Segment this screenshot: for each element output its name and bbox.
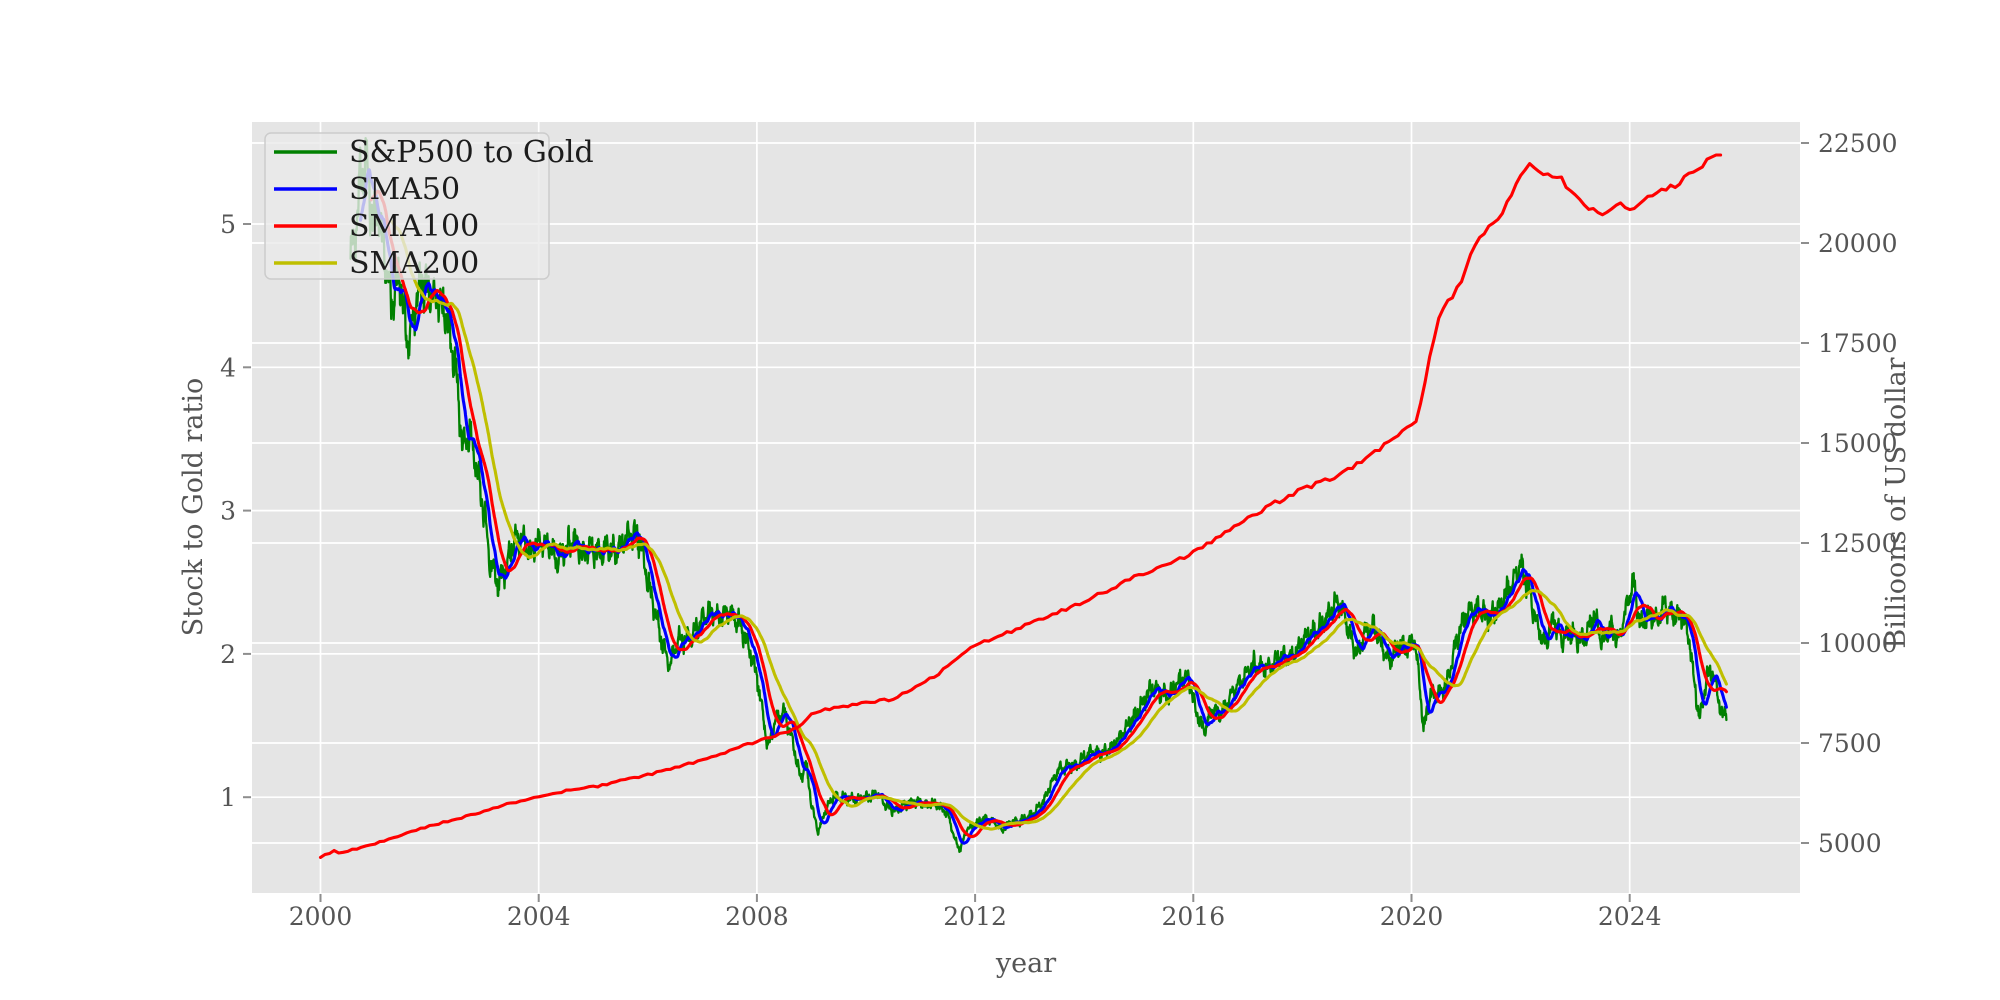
series-group: [318, 136, 1728, 859]
y-right-tick-label: 17500: [1818, 329, 1898, 358]
legend-item: S&P500 to Gold: [274, 135, 594, 170]
tick-marks: [243, 142, 1809, 902]
legend-item: SMA200: [274, 246, 479, 281]
legend-label: SMA50: [349, 172, 460, 207]
legend-label: SMA200: [349, 246, 479, 281]
y-right-tick-label: 5000: [1818, 829, 1882, 858]
x-tick-label: 2008: [725, 902, 789, 931]
y-right-tick-label: 10000: [1818, 629, 1898, 658]
series-sma200: [390, 220, 1728, 831]
legend-item: SMA100: [274, 209, 479, 244]
x-tick-label: 2016: [1161, 902, 1225, 931]
y-axis-left-title: Stock to Gold ratio: [178, 378, 209, 636]
legend-label: S&P500 to Gold: [349, 135, 594, 170]
gridlines: [252, 122, 1800, 893]
y-axis-right-title: Billioons of US dollar: [1881, 357, 1912, 648]
legend-box: [264, 132, 550, 280]
x-tick-label: 2012: [943, 902, 1007, 931]
x-tick-label: 2004: [507, 902, 571, 931]
y-right-tick-label: 12500: [1818, 529, 1898, 558]
x-tick-label: 2024: [1598, 902, 1662, 931]
y-left-tick-label: 4: [220, 353, 236, 382]
y-right-tick-label: 22500: [1818, 129, 1898, 158]
y-left-tick-label: 5: [220, 210, 236, 239]
y-right-tick-label: 20000: [1818, 229, 1898, 258]
y-left-tick-label: 1: [220, 783, 236, 812]
legend-label: SMA100: [349, 209, 479, 244]
y-left-tick-label: 3: [220, 497, 236, 526]
tick-labels: 1 2 3 4 5 5000 7500 10000 12500 15000 17500 20000 22…: [220, 129, 1897, 931]
x-tick-label: 2000: [289, 902, 353, 931]
y-right-tick-label: 15000: [1818, 429, 1898, 458]
x-axis-title: year: [995, 948, 1056, 979]
series-money-supply: [318, 153, 1723, 859]
y-right-tick-label: 7500: [1818, 729, 1882, 758]
x-tick-label: 2020: [1380, 902, 1444, 931]
y-left-tick-label: 2: [220, 640, 236, 669]
legend-item: SMA50: [274, 172, 460, 207]
